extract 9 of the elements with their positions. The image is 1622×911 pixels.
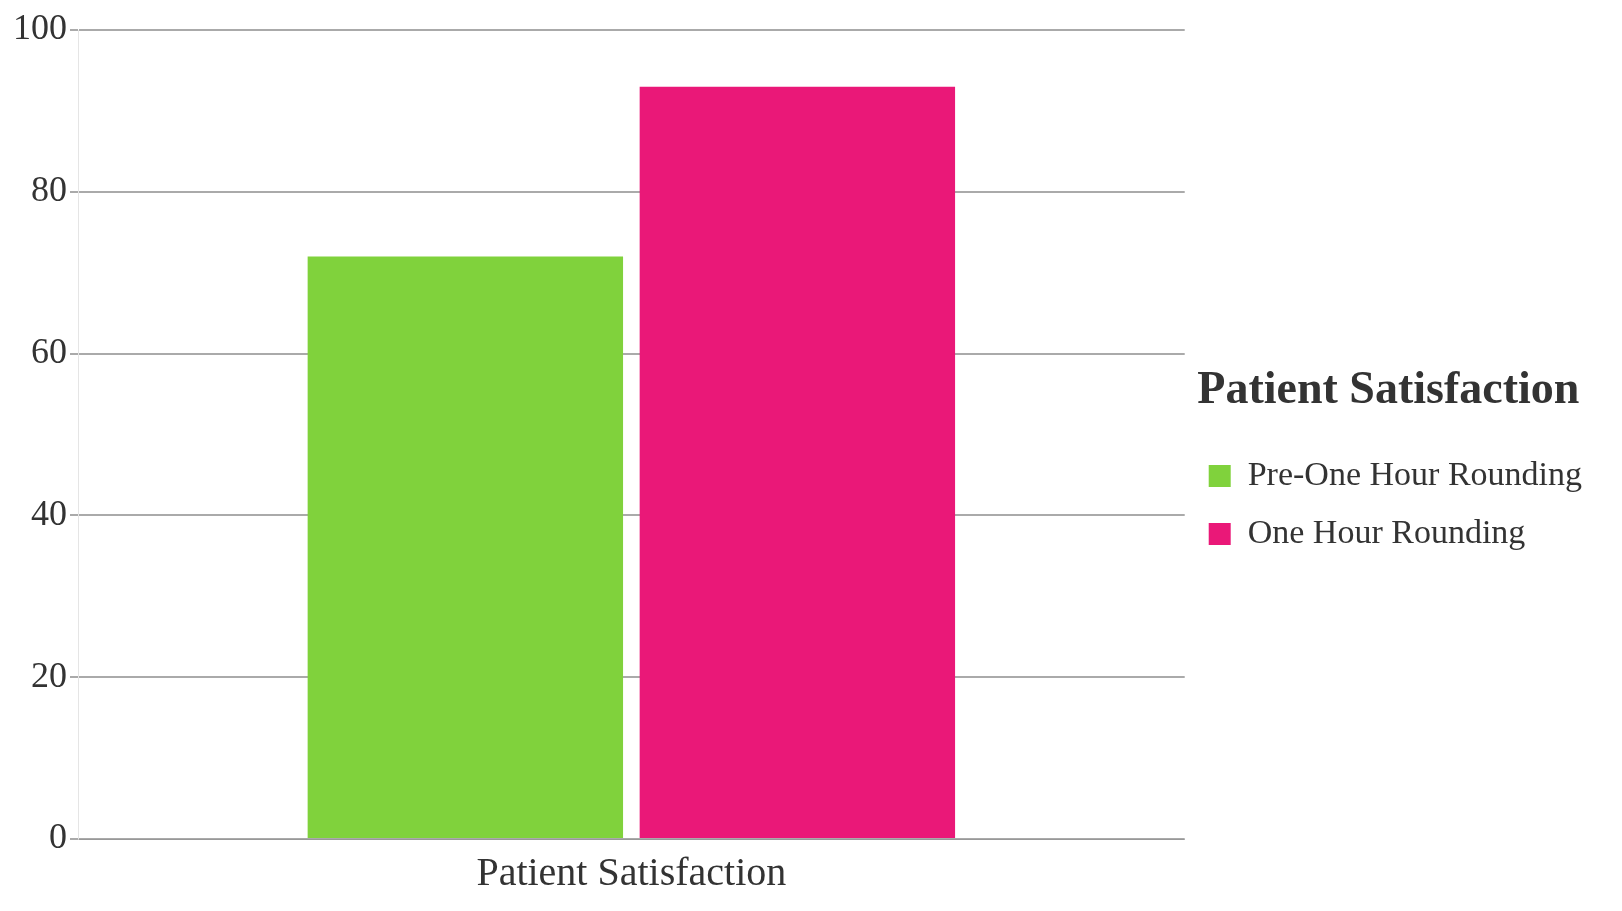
y-tick-label: 100 bbox=[13, 7, 67, 48]
y-tick-label: 40 bbox=[31, 492, 67, 533]
y-tick-label: 60 bbox=[31, 331, 67, 372]
legend-label: One Hour Rounding bbox=[1247, 513, 1526, 551]
y-tick-label: 80 bbox=[31, 169, 67, 210]
legend-title: Patient Satisfaction bbox=[1197, 361, 1580, 413]
y-tick-label: 20 bbox=[31, 654, 67, 695]
y-tick-label: 0 bbox=[49, 816, 67, 857]
legend-label: Pre-One Hour Rounding bbox=[1247, 455, 1583, 493]
